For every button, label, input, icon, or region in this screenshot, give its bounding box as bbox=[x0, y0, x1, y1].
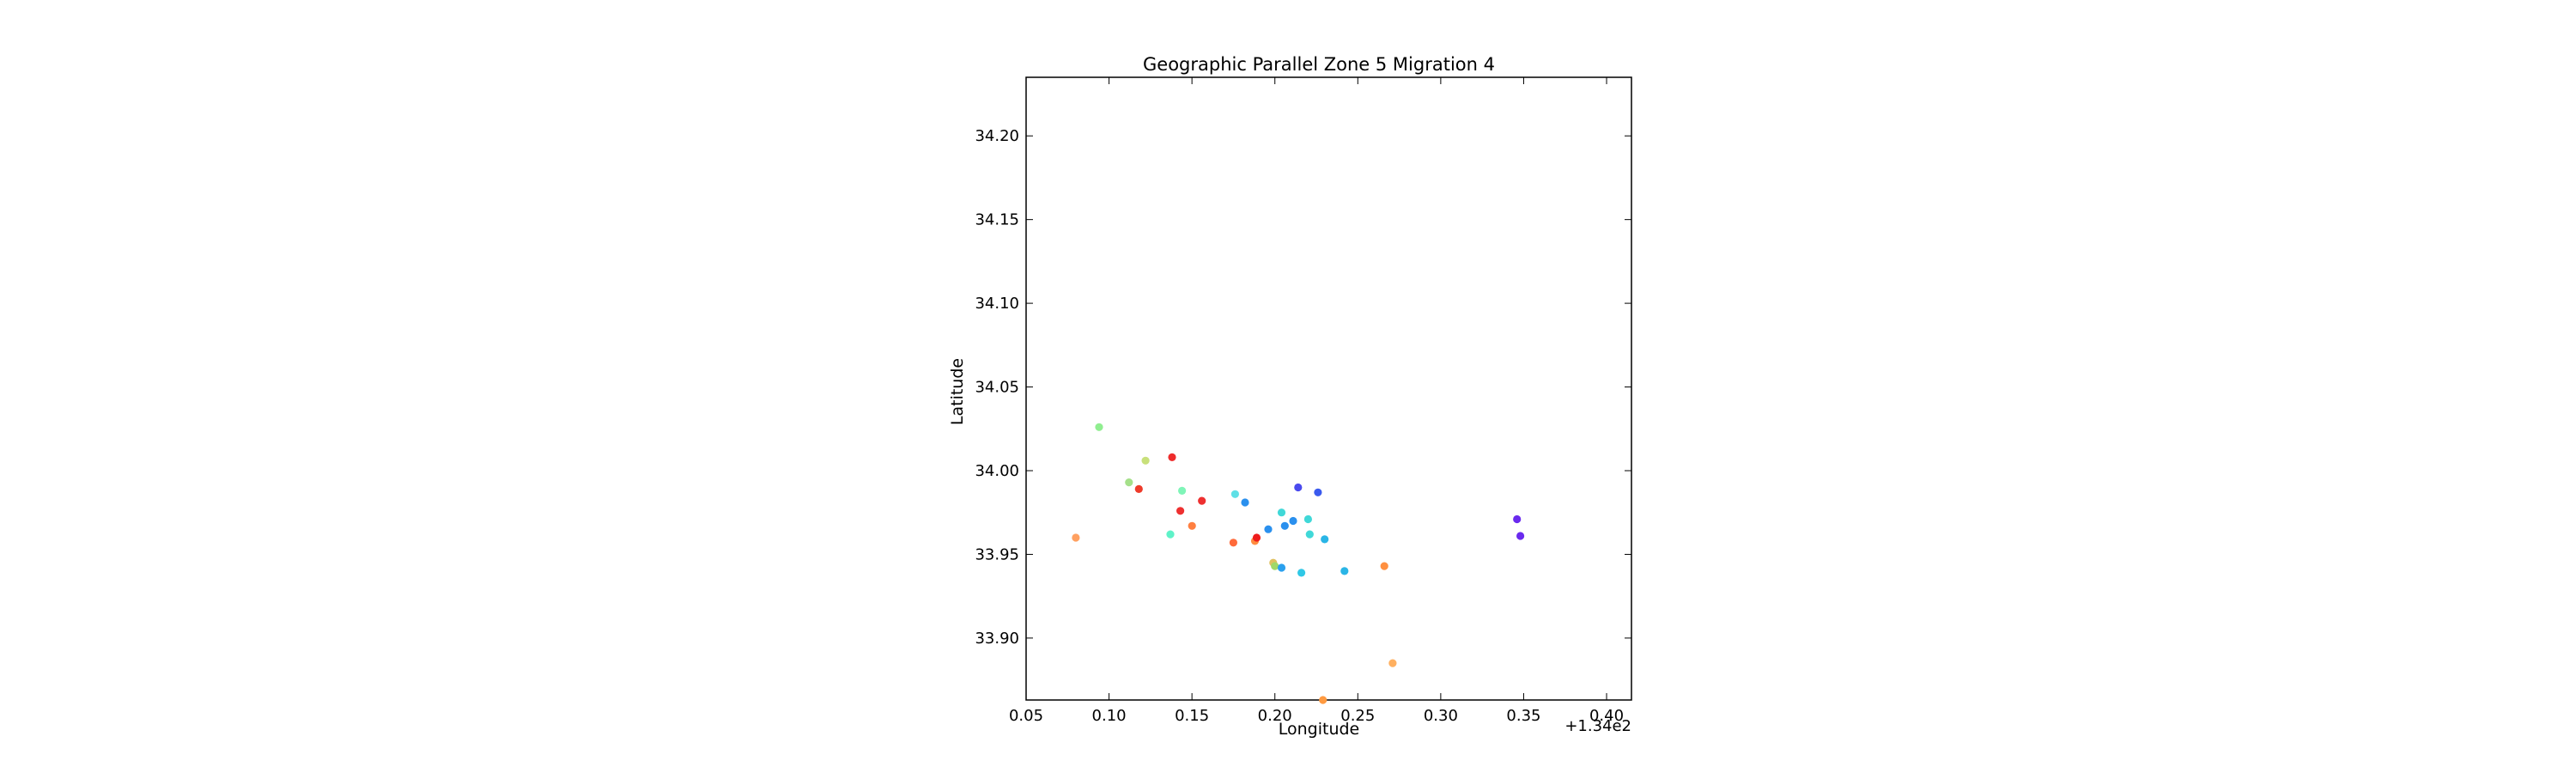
data-point bbox=[1321, 535, 1329, 544]
data-point bbox=[1230, 490, 1239, 498]
data-point bbox=[1277, 563, 1286, 572]
x-tick-label: 0.40 bbox=[1589, 707, 1624, 725]
x-tick-label: 0.20 bbox=[1258, 707, 1292, 725]
y-tick-label: 34.10 bbox=[975, 295, 1019, 313]
data-point bbox=[1513, 514, 1522, 524]
data-point bbox=[1072, 533, 1080, 542]
data-point bbox=[1198, 496, 1206, 505]
x-tick-label: 0.35 bbox=[1506, 707, 1540, 725]
data-point bbox=[1319, 696, 1327, 704]
x-tick-label: 0.05 bbox=[1009, 707, 1043, 725]
y-axis-label: Latitude bbox=[948, 358, 967, 425]
data-point bbox=[1303, 514, 1312, 524]
data-point bbox=[1305, 530, 1314, 539]
data-point bbox=[1271, 562, 1279, 570]
x-tick-label: 0.30 bbox=[1424, 707, 1458, 725]
data-point bbox=[1388, 659, 1397, 667]
x-axis-offset-label: +1.34e2 bbox=[1564, 717, 1631, 735]
y-tick-label: 34.20 bbox=[975, 127, 1019, 145]
x-axis-label: Longitude bbox=[1279, 720, 1360, 739]
data-point bbox=[1277, 508, 1286, 517]
data-point bbox=[1178, 486, 1187, 496]
data-point bbox=[1176, 507, 1185, 515]
chart-title: Geographic Parallel Zone 5 Migration 4 bbox=[1143, 54, 1495, 75]
y-tick-label: 33.90 bbox=[975, 630, 1019, 648]
y-tick-label: 34.05 bbox=[975, 379, 1019, 397]
x-tick-label: 0.15 bbox=[1175, 707, 1209, 725]
plot-area: 0.05 0.10 0.15 0.20 0.25 0.30 0.35 0.40 33.9033… bbox=[975, 76, 1632, 725]
data-point bbox=[1188, 521, 1196, 530]
data-point bbox=[1168, 453, 1176, 462]
data-point bbox=[1252, 533, 1261, 542]
x-axis-ticks: 0.05 0.10 0.15 0.20 0.25 0.30 0.35 0.40 bbox=[1009, 77, 1624, 725]
data-point bbox=[1264, 525, 1273, 533]
data-point bbox=[1314, 488, 1322, 496]
data-point bbox=[1095, 423, 1103, 431]
data-point bbox=[1134, 484, 1143, 494]
data-point bbox=[1297, 569, 1306, 577]
data-point bbox=[1280, 521, 1289, 530]
data-point bbox=[1289, 516, 1297, 526]
data-point bbox=[1166, 530, 1175, 539]
y-tick-label: 34.15 bbox=[975, 211, 1019, 229]
data-point bbox=[1229, 539, 1237, 547]
x-tick-label: 0.10 bbox=[1092, 707, 1127, 725]
data-point bbox=[1294, 483, 1303, 492]
y-tick-label: 34.00 bbox=[975, 462, 1019, 480]
y-axis-ticks: 33.90 33.95 34.00 34.05 34.10 34.15 34.20 bbox=[975, 127, 1631, 648]
data-points bbox=[1072, 423, 1525, 704]
data-point bbox=[1340, 567, 1349, 575]
x-tick-label: 0.25 bbox=[1340, 707, 1375, 725]
data-point bbox=[1141, 456, 1150, 465]
data-point bbox=[1125, 478, 1133, 487]
data-point bbox=[1241, 498, 1249, 507]
data-point bbox=[1380, 562, 1388, 570]
data-point bbox=[1516, 532, 1525, 540]
axes-frame bbox=[1025, 76, 1632, 701]
y-tick-label: 33.95 bbox=[975, 545, 1019, 563]
